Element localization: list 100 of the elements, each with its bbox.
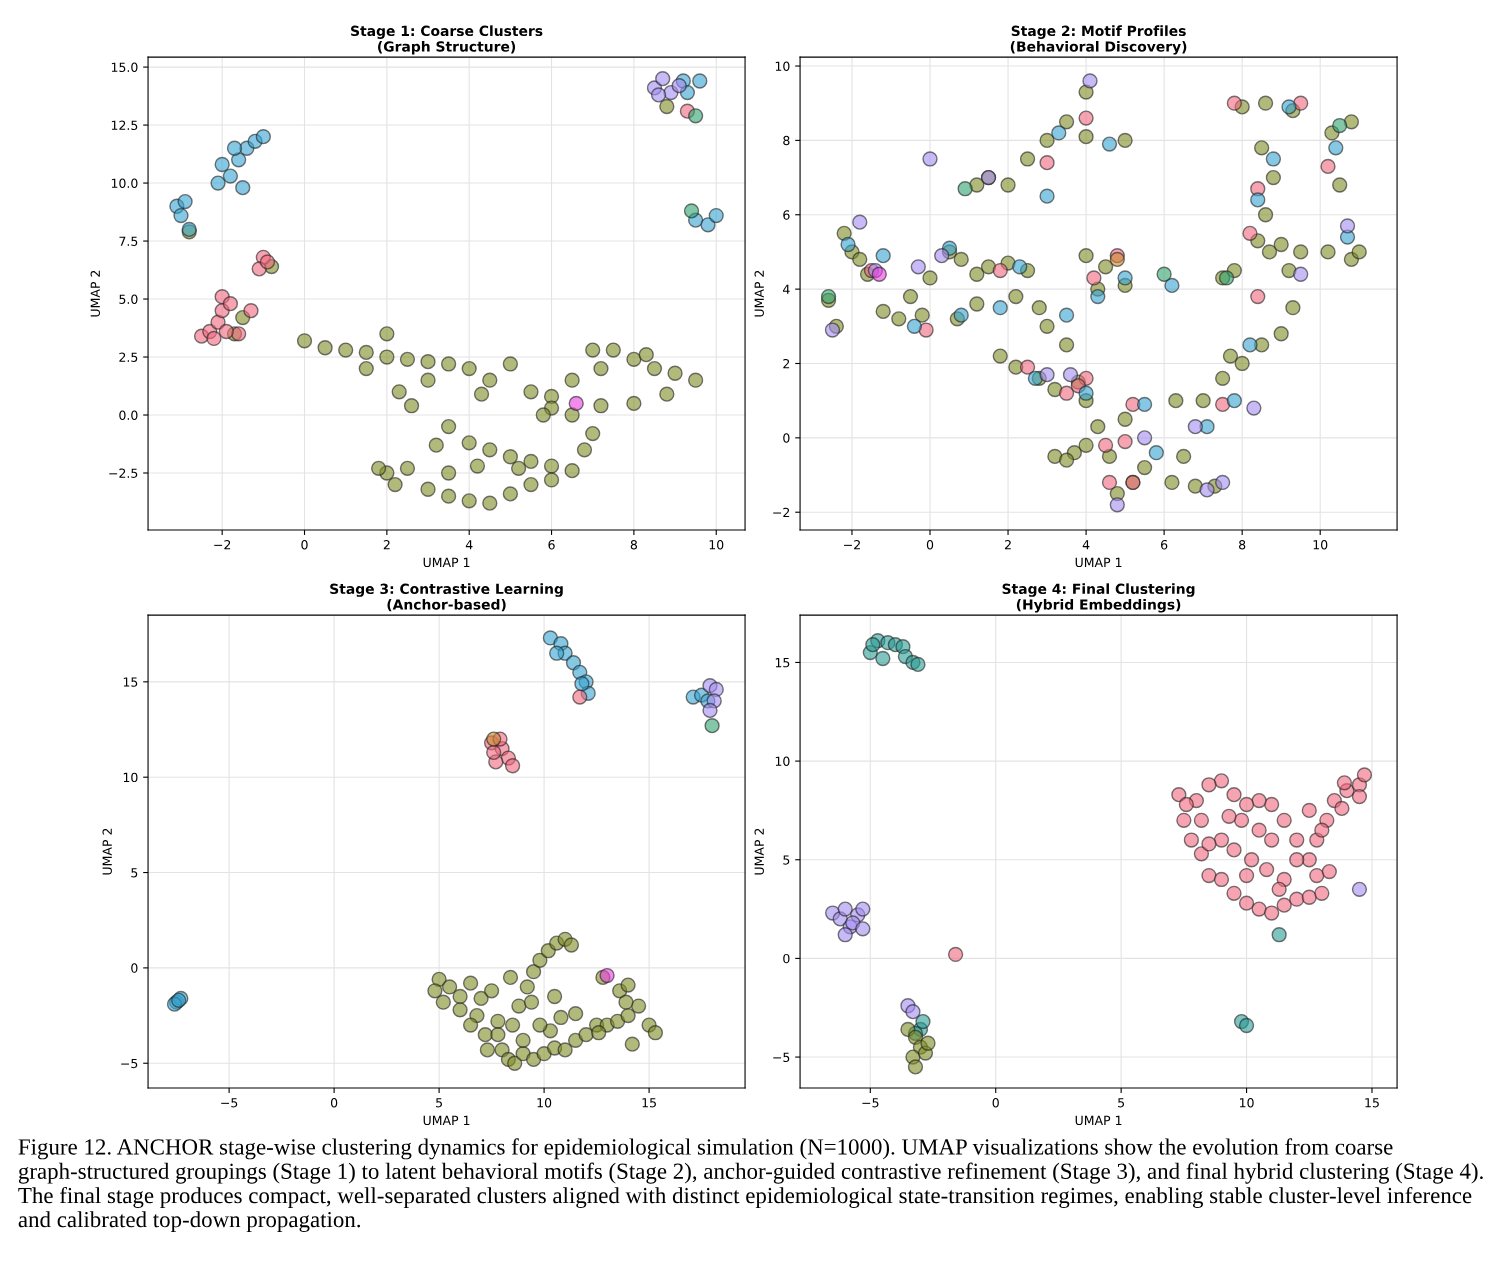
x-axis-title: UMAP 1 <box>423 1115 470 1126</box>
point <box>1156 266 1172 282</box>
point <box>1213 832 1230 848</box>
point <box>1320 158 1336 175</box>
x-tick-label: 15 <box>642 1098 656 1108</box>
point <box>243 302 259 319</box>
point <box>1101 136 1118 152</box>
point <box>523 994 540 1010</box>
point <box>1058 385 1075 401</box>
point <box>704 718 720 734</box>
x-axis-title: UMAP 1 <box>1075 1115 1122 1126</box>
point <box>519 979 535 995</box>
point <box>1314 885 1330 901</box>
point <box>483 983 500 999</box>
point <box>1334 800 1350 817</box>
point <box>507 1055 523 1071</box>
point <box>1082 73 1098 89</box>
point <box>1264 832 1280 848</box>
point <box>1293 266 1309 282</box>
point <box>1201 836 1217 852</box>
y-axis-title: UMAP 2 <box>90 270 100 317</box>
point <box>671 77 687 94</box>
point <box>515 1032 531 1049</box>
point <box>1136 430 1153 446</box>
point <box>599 967 615 984</box>
point <box>1039 155 1055 171</box>
point <box>1221 808 1237 824</box>
point <box>567 1032 584 1049</box>
point <box>1101 474 1118 491</box>
point <box>957 181 973 197</box>
point <box>865 637 881 653</box>
point <box>1271 927 1287 943</box>
point <box>910 259 926 275</box>
point <box>1039 188 1055 204</box>
point <box>1097 437 1114 453</box>
point <box>1078 110 1094 126</box>
point <box>683 203 700 219</box>
point <box>479 1042 496 1058</box>
point <box>553 1009 569 1026</box>
point <box>1171 786 1187 803</box>
point <box>1264 905 1280 921</box>
point <box>1309 867 1325 884</box>
point <box>992 262 1008 279</box>
point <box>1351 788 1368 805</box>
point <box>1301 889 1317 905</box>
point <box>1314 822 1330 838</box>
y-tick-label: −2 <box>773 507 790 517</box>
point <box>1039 367 1055 383</box>
point <box>855 901 871 917</box>
y-tick-label: 5 <box>131 868 138 878</box>
x-axis-title: UMAP 1 <box>423 557 470 568</box>
point <box>1251 901 1267 917</box>
x-tick-label: 6 <box>548 540 555 550</box>
point <box>1012 259 1028 275</box>
y-tick-label: 15 <box>123 677 138 687</box>
point <box>504 1017 521 1033</box>
point <box>875 248 891 264</box>
point <box>920 1035 936 1051</box>
point <box>1251 792 1267 809</box>
point <box>1201 867 1217 884</box>
point <box>462 1017 479 1033</box>
point <box>837 927 853 943</box>
chart-title: Stage 1: Coarse Clusters (Graph Structure) <box>351 25 543 55</box>
point <box>435 994 451 1010</box>
point <box>177 193 193 210</box>
point <box>852 214 868 230</box>
point <box>1289 852 1305 868</box>
point <box>477 1027 493 1043</box>
y-tick-label: 5 <box>783 855 790 865</box>
point <box>655 71 671 87</box>
point <box>214 156 230 173</box>
point <box>824 322 841 338</box>
x-tick-label: 0 <box>301 540 308 550</box>
point <box>618 994 634 1010</box>
point <box>1301 852 1317 868</box>
point <box>546 988 563 1005</box>
y-tick-label: 12.5 <box>111 120 138 130</box>
point <box>688 108 704 124</box>
y-tick-label: −5 <box>773 1052 790 1062</box>
point <box>568 395 584 412</box>
x-tick-label: 2 <box>383 540 390 550</box>
point <box>173 207 189 224</box>
x-tick-label: 5 <box>1118 1098 1125 1108</box>
point <box>1109 497 1125 513</box>
point <box>1187 419 1203 435</box>
point <box>222 296 239 312</box>
point <box>1136 396 1153 413</box>
point <box>1238 1017 1255 1034</box>
point <box>1226 95 1242 111</box>
point <box>907 1059 924 1075</box>
x-tick-label: 4 <box>1082 540 1090 550</box>
y-tick-label: 0 <box>783 433 790 443</box>
point <box>1176 812 1192 828</box>
point <box>837 901 853 917</box>
point <box>1351 881 1368 897</box>
point <box>1090 288 1106 305</box>
point <box>1213 871 1230 888</box>
point <box>875 650 891 667</box>
point <box>700 217 716 233</box>
x-tick-label: 4 <box>465 540 473 550</box>
